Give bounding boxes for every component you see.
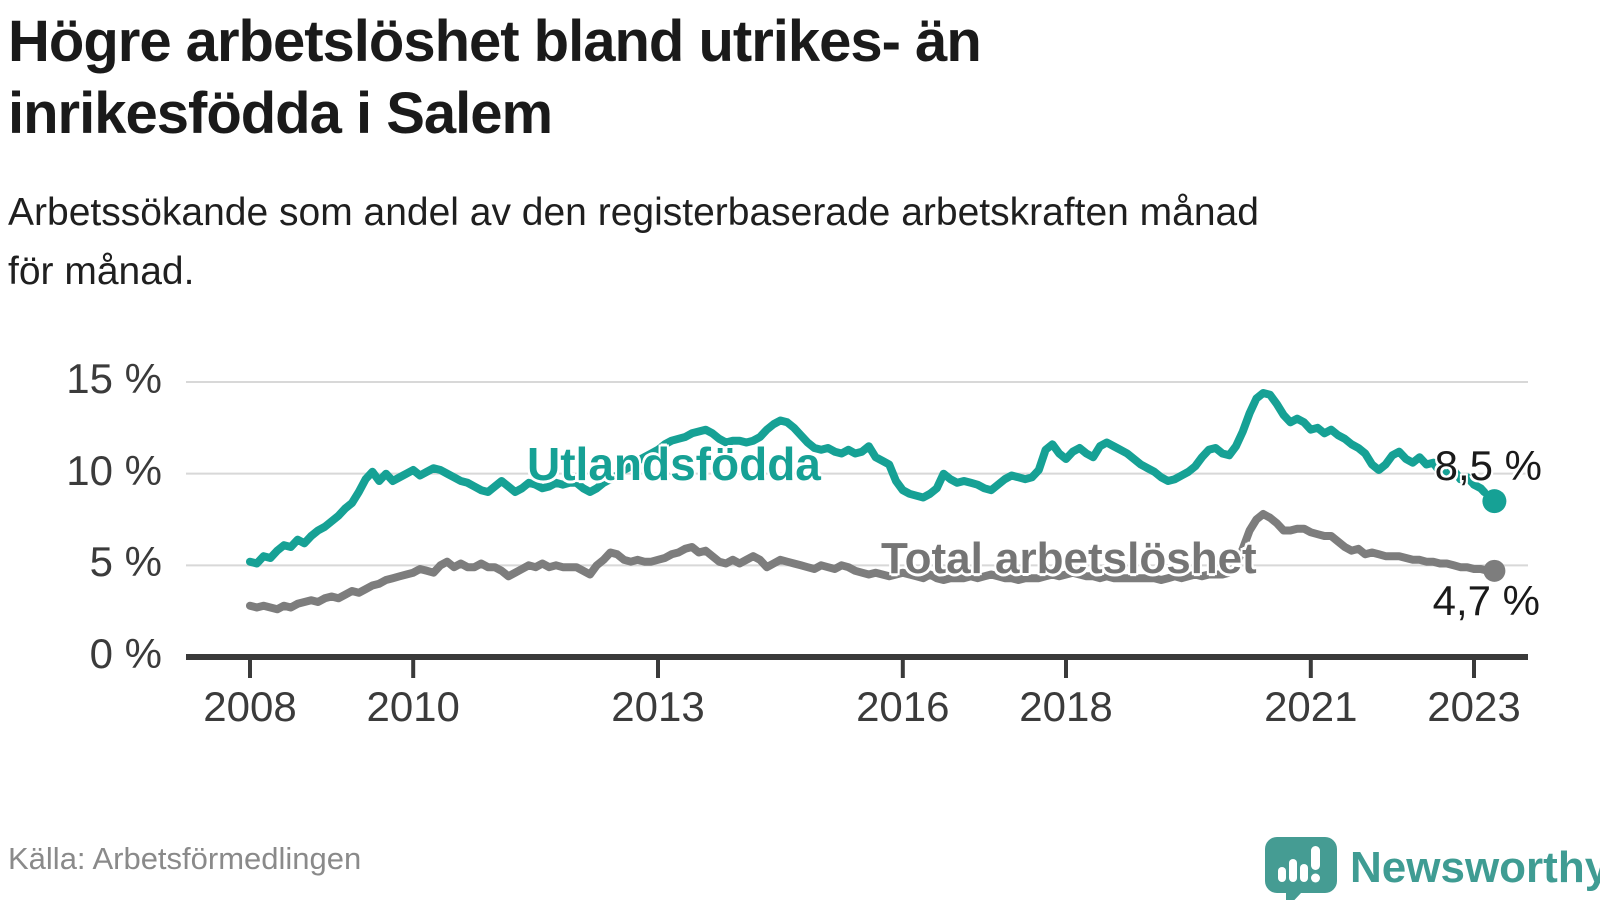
page-subtitle: Arbetssökande som andel av den registerb… <box>8 191 1259 293</box>
page-title: Högre arbetslöshet bland utrikes- än inr… <box>8 9 982 146</box>
series-line-1 <box>246 510 1499 614</box>
x-tick-label-2023: 2023 <box>1427 683 1521 730</box>
series-line-0 <box>246 389 1478 568</box>
y-tick-label-15pct: 15 % <box>66 355 162 402</box>
x-tick-label-2010: 2010 <box>366 683 460 730</box>
source-caption: Källa: Arbetsförmedlingen <box>8 841 362 876</box>
x-tick-label-2013: 2013 <box>611 683 705 730</box>
newsworthy-logo-icon <box>1265 837 1337 900</box>
newsworthy-brand-text: Newsworthy <box>1350 843 1600 892</box>
y-tick-label-0pct: 0 % <box>89 630 162 677</box>
x-tick-label-2016: 2016 <box>856 683 950 730</box>
x-tick-label-2021: 2021 <box>1264 683 1358 730</box>
x-tick-label-2018: 2018 <box>1019 683 1113 730</box>
x-tick-label-2008: 2008 <box>203 683 297 730</box>
series-label-total-arbetsloshet: Total arbetslöshet <box>881 534 1257 583</box>
end-value-label-total: 4,7 % <box>1432 577 1540 624</box>
series-label-utlandsfodda: Utlandsfödda <box>527 438 821 490</box>
end-value-label-utlandsfodda: 8,5 % <box>1434 442 1542 489</box>
series-end-dot-1 <box>1483 559 1506 582</box>
y-tick-label-5pct: 5 % <box>89 538 162 586</box>
series-end-dot-0 <box>1482 489 1507 514</box>
y-tick-label-10pct: 10 % <box>66 446 162 494</box>
